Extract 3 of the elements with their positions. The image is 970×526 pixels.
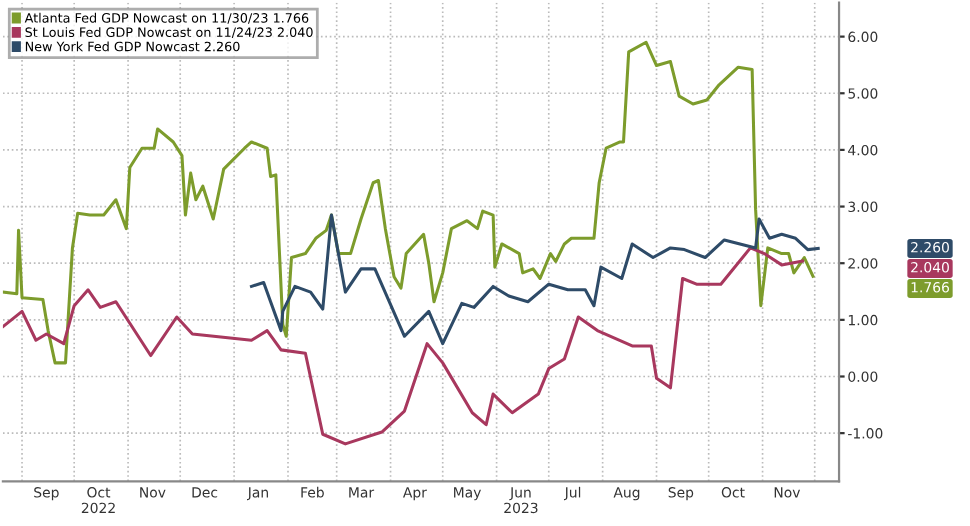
line-series: [2, 40, 815, 365]
line-series: [249, 213, 820, 346]
line-series: [2, 246, 805, 446]
